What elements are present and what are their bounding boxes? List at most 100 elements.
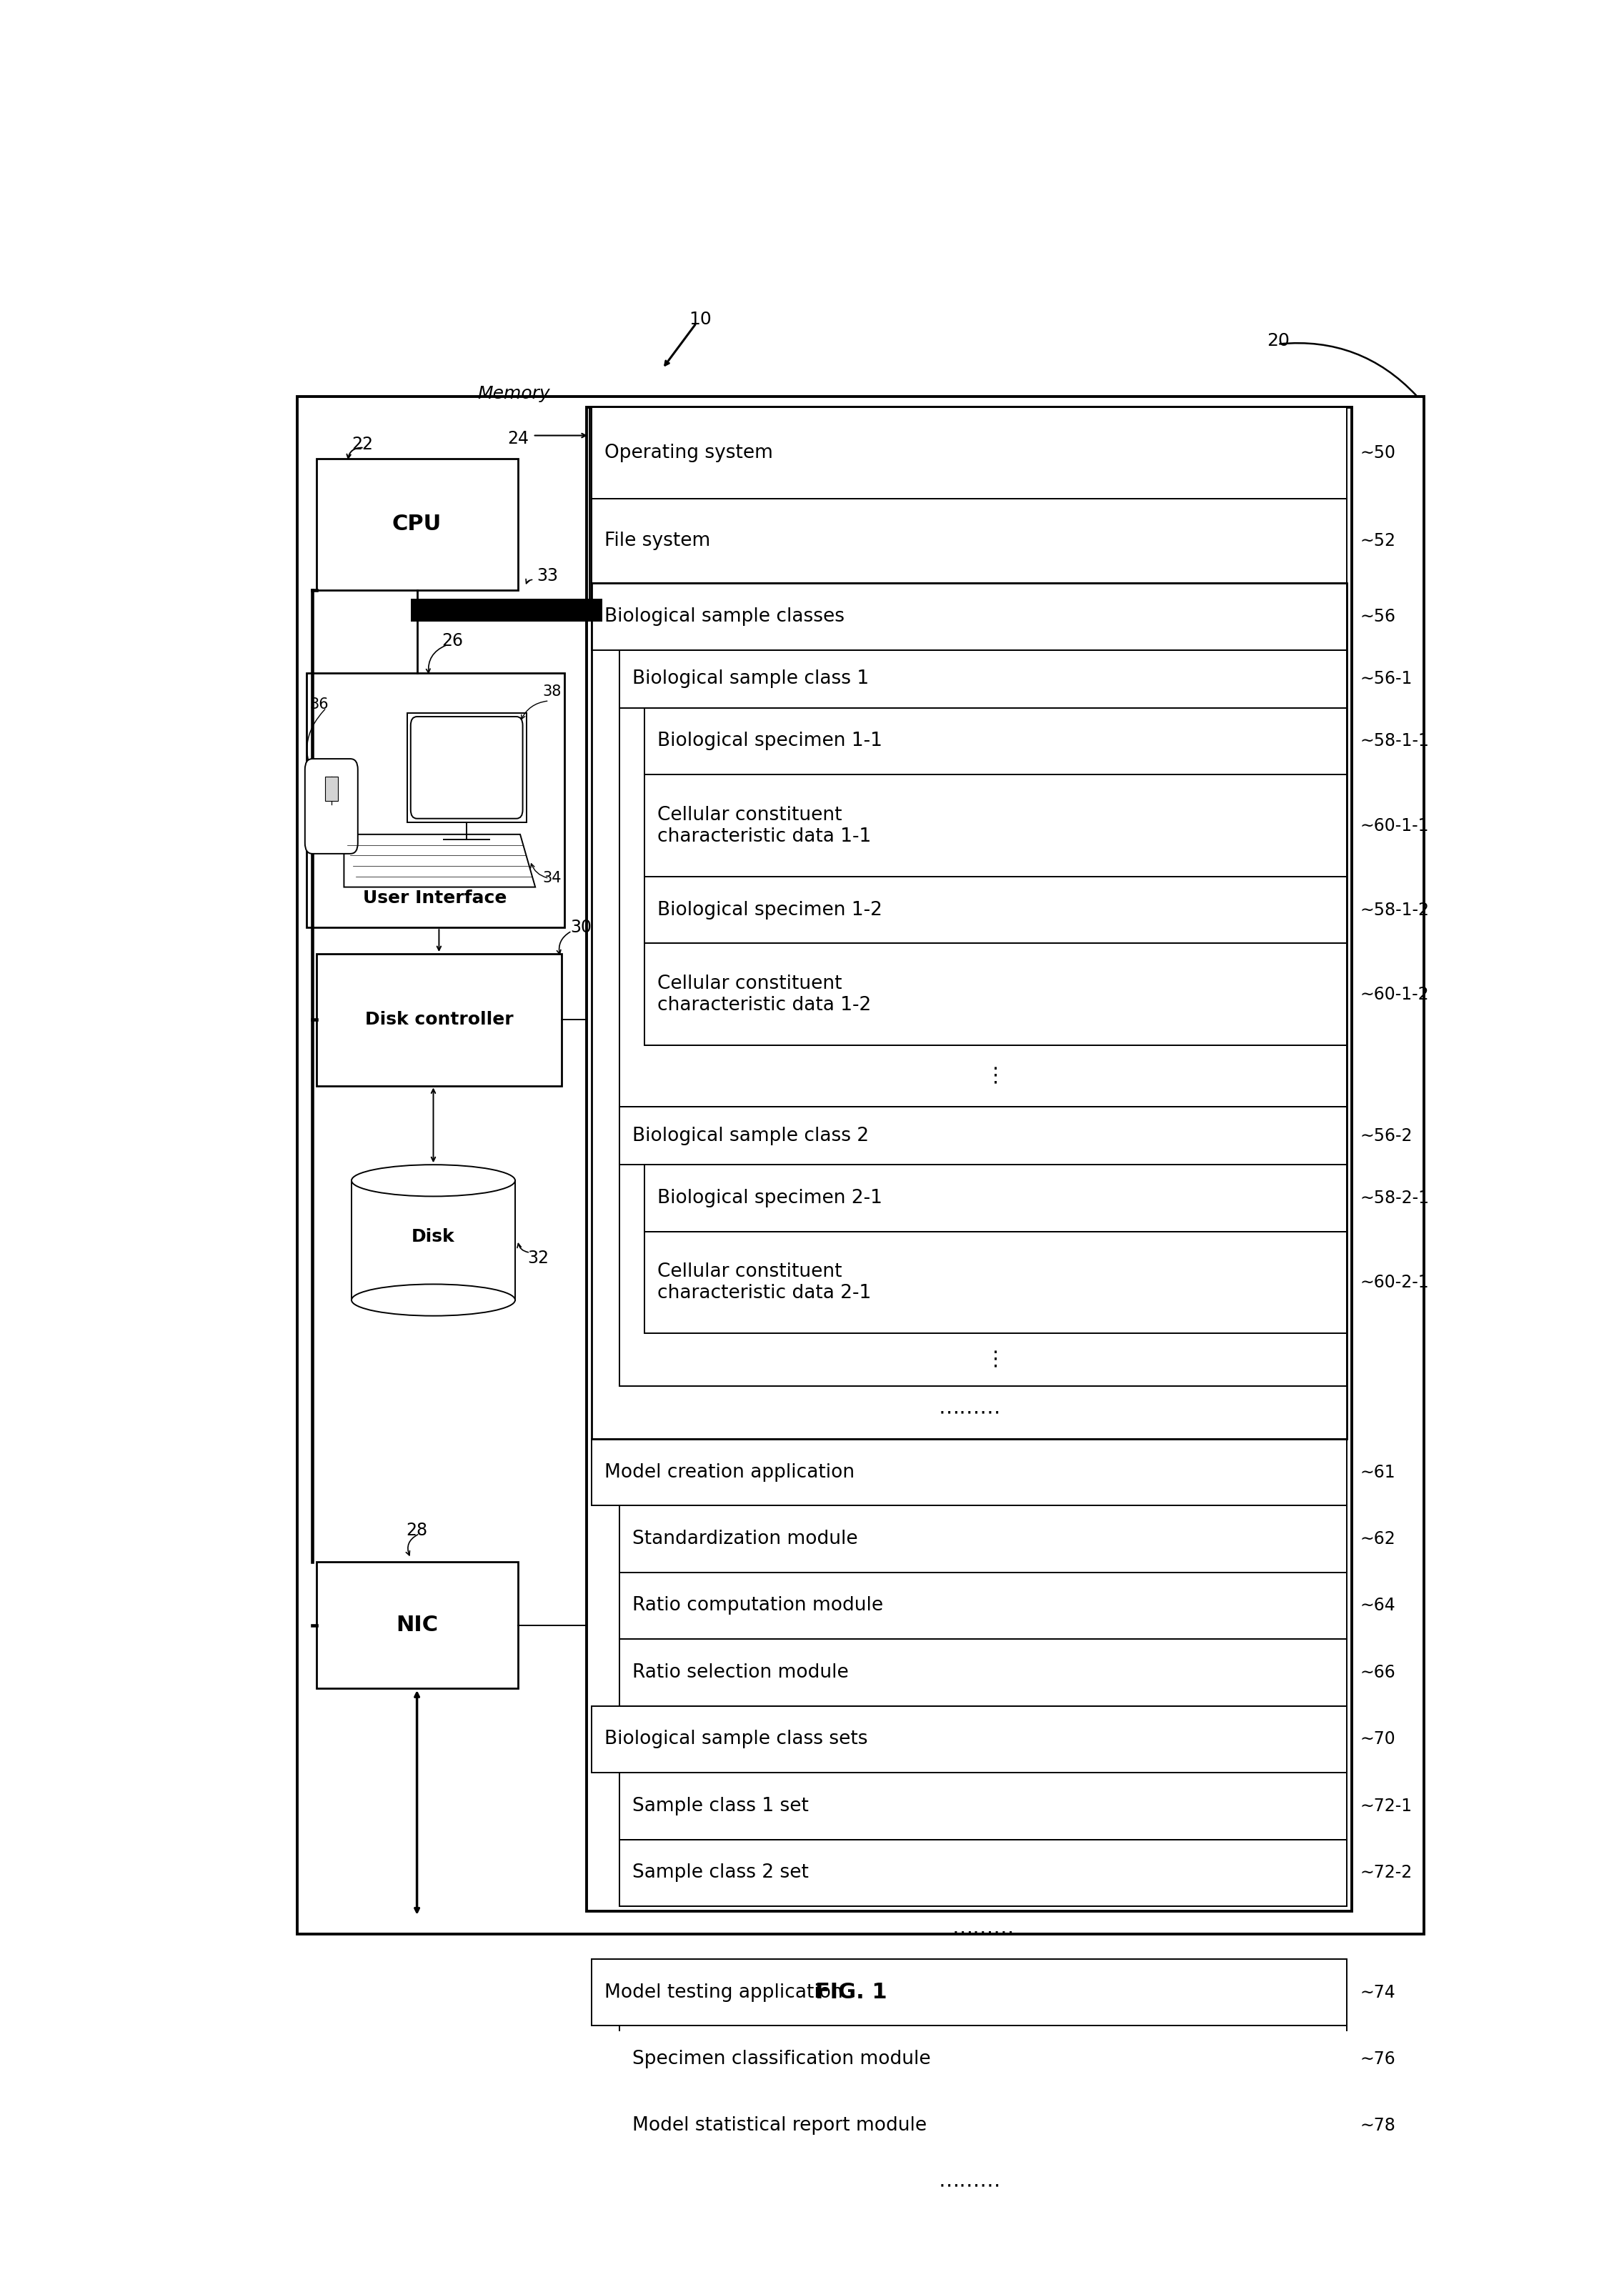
- Text: Disk controller: Disk controller: [365, 1011, 513, 1029]
- Text: Disk: Disk: [411, 1228, 455, 1246]
- Text: 33: 33: [536, 568, 559, 584]
- Text: File system: File system: [604, 532, 710, 550]
- Text: NIC: NIC: [396, 1616, 438, 1636]
- Text: Ratio selection module: Ratio selection module: [632, 1664, 848, 1682]
- Ellipse shape: [351, 1164, 515, 1196]
- Text: ∼58-1-2: ∼58-1-2: [1359, 901, 1429, 917]
- Bar: [620, 1773, 1346, 1839]
- Bar: [620, 1107, 1346, 1164]
- Text: ∼60-1-1: ∼60-1-1: [1359, 817, 1429, 835]
- Text: Biological specimen 1-1: Biological specimen 1-1: [658, 733, 882, 751]
- Bar: [620, 650, 1346, 707]
- Text: ∼70: ∼70: [1359, 1730, 1395, 1748]
- Text: Biological sample class 2: Biological sample class 2: [632, 1127, 869, 1146]
- Text: 34: 34: [542, 872, 562, 885]
- Text: CPU: CPU: [393, 513, 442, 534]
- Bar: [645, 876, 1346, 942]
- Bar: [307, 673, 564, 926]
- Text: ⋮: ⋮: [986, 1349, 1007, 1369]
- Text: Cellular constituent
characteristic data 1-1: Cellular constituent characteristic data…: [658, 806, 870, 847]
- Text: ∼58-1-1: ∼58-1-1: [1359, 733, 1429, 751]
- Bar: [591, 584, 1346, 1440]
- Bar: [620, 2093, 1346, 2159]
- Text: Standardization module: Standardization module: [632, 1529, 857, 1547]
- Text: ⋯⋯⋯: ⋯⋯⋯: [952, 1921, 1015, 1942]
- Text: ∼56-1: ∼56-1: [1359, 671, 1413, 687]
- Text: ∼58-2-1: ∼58-2-1: [1359, 1189, 1429, 1207]
- Text: Biological sample classes: Biological sample classes: [604, 607, 844, 625]
- Bar: [317, 954, 562, 1086]
- Text: Biological specimen 1-2: Biological specimen 1-2: [658, 901, 882, 920]
- Text: Sample class 2 set: Sample class 2 set: [632, 1864, 809, 1883]
- Text: 30: 30: [570, 920, 591, 936]
- Text: 28: 28: [406, 1522, 427, 1538]
- Bar: [645, 1164, 1346, 1232]
- Polygon shape: [344, 835, 536, 888]
- Text: ∼52: ∼52: [1359, 532, 1395, 550]
- Text: Sample class 1 set: Sample class 1 set: [632, 1796, 809, 1816]
- Bar: [645, 1232, 1346, 1333]
- Text: ∼62: ∼62: [1359, 1531, 1395, 1547]
- Text: ∼74: ∼74: [1359, 1983, 1395, 2001]
- Bar: [591, 500, 1346, 584]
- Text: 26: 26: [442, 632, 463, 650]
- Text: Cellular constituent
characteristic data 1-2: Cellular constituent characteristic data…: [658, 974, 870, 1013]
- Ellipse shape: [351, 1285, 515, 1317]
- Bar: [317, 459, 518, 591]
- Bar: [645, 942, 1346, 1045]
- Text: ∼76: ∼76: [1359, 2052, 1395, 2067]
- Bar: [591, 1958, 1346, 2026]
- Bar: [620, 650, 1346, 1107]
- Bar: [408, 714, 526, 822]
- Text: Ratio computation module: Ratio computation module: [632, 1597, 883, 1616]
- Text: Specimen classification module: Specimen classification module: [632, 2049, 931, 2067]
- Text: Model statistical report module: Model statistical report module: [632, 2118, 927, 2136]
- Text: ⋯⋯⋯: ⋯⋯⋯: [939, 2175, 1000, 2195]
- Text: Biological specimen 2-1: Biological specimen 2-1: [658, 1189, 882, 1207]
- Text: 36: 36: [310, 698, 330, 712]
- Text: ∼56: ∼56: [1359, 607, 1395, 625]
- Text: ∼66: ∼66: [1359, 1664, 1395, 1682]
- Bar: [591, 1440, 1346, 1506]
- Text: ∼72-2: ∼72-2: [1359, 1864, 1411, 1880]
- Text: 32: 32: [528, 1248, 549, 1267]
- Text: 38: 38: [542, 685, 562, 698]
- Text: 22: 22: [351, 436, 374, 452]
- Text: 10: 10: [689, 310, 711, 329]
- Bar: [620, 1107, 1346, 1385]
- Bar: [645, 707, 1346, 774]
- Bar: [591, 408, 1346, 500]
- Bar: [351, 1180, 515, 1301]
- Bar: [645, 774, 1346, 876]
- Text: Cellular constituent
characteristic data 2-1: Cellular constituent characteristic data…: [658, 1262, 870, 1303]
- Bar: [620, 1506, 1346, 1572]
- Text: Biological sample class sets: Biological sample class sets: [604, 1730, 867, 1748]
- Bar: [591, 1707, 1346, 1773]
- Text: 24: 24: [508, 431, 529, 447]
- Text: ∼61: ∼61: [1359, 1463, 1395, 1481]
- Text: ∼72-1: ∼72-1: [1359, 1798, 1411, 1814]
- Text: Operating system: Operating system: [604, 443, 773, 463]
- Text: ∼60-1-2: ∼60-1-2: [1359, 986, 1429, 1002]
- Text: Model testing application: Model testing application: [604, 1983, 843, 2001]
- Bar: [411, 598, 603, 621]
- Bar: [317, 1561, 518, 1689]
- Text: ⋯⋯⋯: ⋯⋯⋯: [939, 1403, 1000, 1422]
- Bar: [620, 1572, 1346, 1638]
- FancyBboxPatch shape: [411, 717, 523, 819]
- FancyBboxPatch shape: [305, 760, 357, 853]
- Bar: [325, 776, 338, 801]
- Text: ∼64: ∼64: [1359, 1597, 1395, 1613]
- Text: User Interface: User Interface: [364, 890, 507, 906]
- Text: FIG. 1: FIG. 1: [815, 1983, 887, 2004]
- Bar: [586, 408, 1353, 1912]
- Bar: [620, 1638, 1346, 1707]
- Text: ∼56-2: ∼56-2: [1359, 1127, 1413, 1143]
- Text: Model creation application: Model creation application: [604, 1463, 854, 1481]
- Text: ∼78: ∼78: [1359, 2118, 1395, 2134]
- Bar: [591, 584, 1346, 650]
- Text: 20: 20: [1267, 333, 1289, 349]
- Bar: [620, 2026, 1346, 2093]
- Text: ∼60-2-1: ∼60-2-1: [1359, 1273, 1429, 1292]
- Text: ⋮: ⋮: [986, 1066, 1007, 1086]
